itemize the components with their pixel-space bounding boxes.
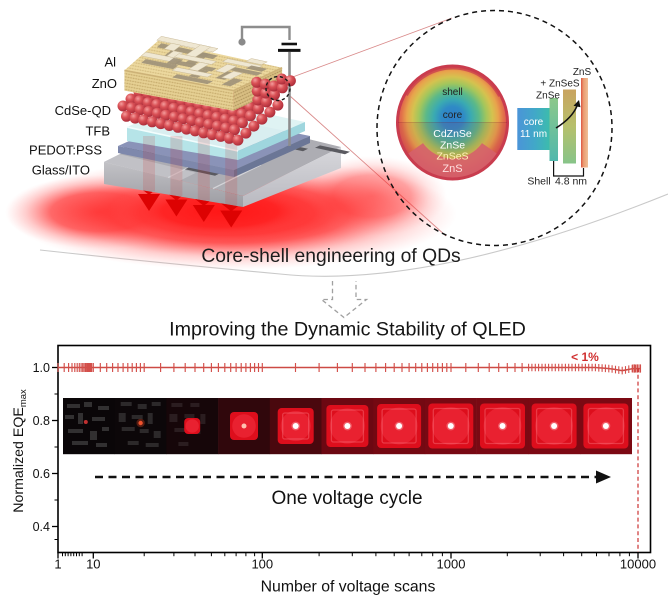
svg-text:core: core: [524, 117, 544, 128]
svg-text:+ ZnSeS: + ZnSeS: [540, 79, 580, 90]
svg-text:Core-shell engineering of QDs: Core-shell engineering of QDs: [201, 246, 460, 267]
svg-text:10000: 10000: [620, 557, 656, 572]
svg-text:0.6: 0.6: [33, 467, 50, 481]
svg-text:PEDOT:PSS: PEDOT:PSS: [29, 143, 102, 158]
svg-text:1: 1: [54, 557, 61, 572]
svg-text:ZnS: ZnS: [573, 67, 592, 78]
svg-text:Improving the Dynamic Stabilit: Improving the Dynamic Stability of QLED: [169, 319, 526, 341]
svg-text:< 1%: < 1%: [571, 350, 599, 364]
svg-text:11 nm: 11 nm: [520, 129, 547, 140]
svg-text:core: core: [443, 110, 463, 121]
svg-text:0.8: 0.8: [33, 414, 50, 428]
svg-text:10: 10: [86, 557, 100, 572]
svg-text:0.4: 0.4: [33, 520, 50, 534]
svg-text:Shell: Shell: [527, 176, 550, 188]
svg-text:4.8 nm: 4.8 nm: [555, 176, 587, 188]
svg-text:ZnS: ZnS: [442, 163, 462, 175]
svg-text:TFB: TFB: [85, 124, 110, 139]
svg-text:Al: Al: [104, 55, 116, 70]
svg-text:ZnSeS: ZnSeS: [436, 151, 468, 163]
svg-text:Glass/ITO: Glass/ITO: [32, 163, 90, 178]
svg-text:ZnO: ZnO: [92, 76, 117, 91]
svg-text:CdZnSe: CdZnSe: [433, 128, 472, 140]
svg-text:Normalized EQEmax: Normalized EQEmax: [11, 389, 29, 513]
svg-text:Number of voltage scans: Number of voltage scans: [261, 579, 436, 596]
svg-text:1.0: 1.0: [33, 361, 50, 375]
svg-text:CdSe-QD: CdSe-QD: [55, 103, 111, 118]
svg-text:shell: shell: [442, 87, 463, 98]
svg-text:1000: 1000: [437, 557, 466, 572]
svg-text:100: 100: [251, 557, 273, 572]
svg-text:ZnSe: ZnSe: [536, 91, 560, 102]
svg-text:ZnSe: ZnSe: [440, 140, 465, 152]
svg-text:One voltage cycle: One voltage cycle: [271, 488, 422, 509]
